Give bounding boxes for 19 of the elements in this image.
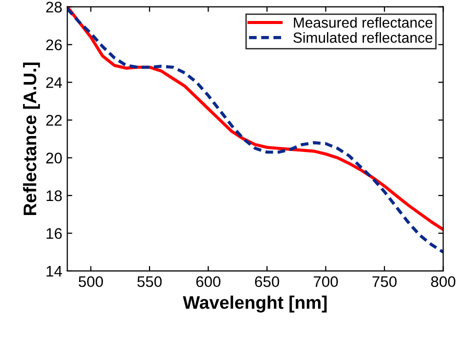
x-tick-label: 750 [372, 276, 397, 288]
x-tick-label: 700 [314, 276, 338, 288]
x-tick-label: 650 [255, 276, 280, 288]
x-tick-label: 800 [431, 276, 456, 288]
y-tick-label: 24 [46, 77, 62, 88]
legend-label: Measured reflectance [294, 17, 432, 28]
y-tick-label: 20 [46, 152, 62, 164]
x-tick-label: 550 [137, 276, 162, 288]
y-tick-label: 16 [46, 228, 62, 239]
legend-label: Simulated reflectance [293, 32, 432, 43]
y-tick-label: 26 [46, 39, 62, 50]
y-tick-label: 28 [46, 2, 62, 13]
x-axis-title: Wavelenght [nm] [182, 296, 327, 313]
x-tick-label: 500 [78, 276, 103, 288]
x-tick-label: 600 [196, 276, 220, 288]
y-axis-title: Reflectance [A.U.] [23, 62, 40, 215]
y-tick-label: 18 [46, 190, 62, 202]
y-tick-label: 14 [46, 266, 62, 277]
y-tick-label: 22 [46, 114, 62, 126]
